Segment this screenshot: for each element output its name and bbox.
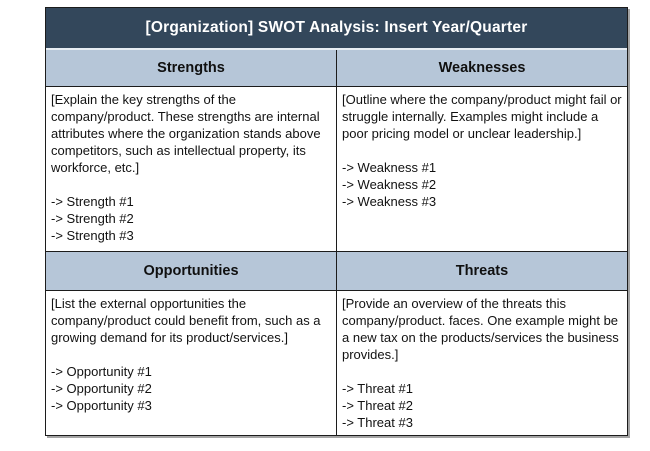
- header-row-internal: Strengths Weaknesses: [45, 49, 628, 87]
- strengths-item-3: -> Strength #3: [51, 228, 134, 243]
- opportunities-item-2: -> Opportunity #2: [51, 381, 152, 396]
- opportunities-item-3: -> Opportunity #3: [51, 398, 152, 413]
- opportunities-item-1: -> Opportunity #1: [51, 364, 152, 379]
- threats-description: [Provide an overview of the threats this…: [342, 296, 619, 362]
- opportunities-description: [List the external opportunities the com…: [51, 296, 321, 345]
- quadrant-cell-strengths: [Explain the key strengths of the compan…: [45, 86, 337, 252]
- quadrant-header-threats: Threats: [336, 251, 628, 291]
- body-row-internal: [Explain the key strengths of the compan…: [45, 86, 628, 252]
- quadrant-cell-opportunities: [List the external opportunities the com…: [45, 290, 337, 436]
- swot-title-bar: [Organization] SWOT Analysis: Insert Yea…: [46, 8, 627, 50]
- weaknesses-description: [Outline where the company/product might…: [342, 92, 622, 141]
- threats-item-3: -> Threat #3: [342, 415, 413, 430]
- threats-item-1: -> Threat #1: [342, 381, 413, 396]
- weaknesses-item-2: -> Weakness #2: [342, 177, 437, 192]
- weaknesses-item-3: -> Weakness #3: [342, 194, 437, 209]
- weaknesses-item-1: -> Weakness #1: [342, 160, 437, 175]
- quadrant-cell-weaknesses: [Outline where the company/product might…: [336, 86, 628, 252]
- quadrant-header-strengths: Strengths: [45, 49, 337, 87]
- threats-item-2: -> Threat #2: [342, 398, 413, 413]
- strengths-item-2: -> Strength #2: [51, 211, 134, 226]
- header-row-external: Opportunities Threats: [45, 251, 628, 291]
- swot-grid: Strengths Weaknesses [Explain the key st…: [45, 49, 628, 436]
- strengths-item-1: -> Strength #1: [51, 194, 134, 209]
- strengths-description: [Explain the key strengths of the compan…: [51, 92, 321, 175]
- body-row-external: [List the external opportunities the com…: [45, 290, 628, 436]
- quadrant-header-opportunities: Opportunities: [45, 251, 337, 291]
- quadrant-cell-threats: [Provide an overview of the threats this…: [336, 290, 628, 436]
- swot-table: [Organization] SWOT Analysis: Insert Yea…: [45, 7, 628, 436]
- quadrant-header-weaknesses: Weaknesses: [336, 49, 628, 87]
